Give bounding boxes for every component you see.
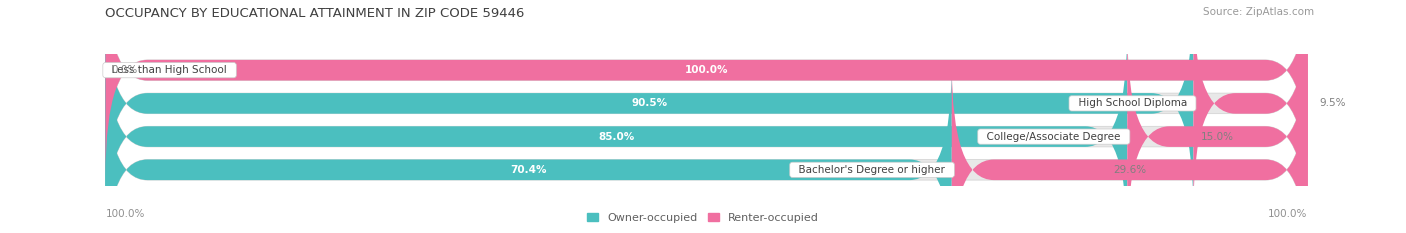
Text: 100.0%: 100.0% — [685, 65, 728, 75]
FancyBboxPatch shape — [1128, 31, 1308, 233]
FancyBboxPatch shape — [105, 64, 1308, 233]
Text: Source: ZipAtlas.com: Source: ZipAtlas.com — [1204, 7, 1315, 17]
Text: 100.0%: 100.0% — [105, 209, 145, 219]
Text: 100.0%: 100.0% — [1268, 209, 1308, 219]
FancyBboxPatch shape — [105, 0, 1308, 176]
Text: 90.5%: 90.5% — [631, 98, 668, 108]
FancyBboxPatch shape — [105, 0, 1194, 209]
Text: 70.4%: 70.4% — [510, 165, 547, 175]
FancyBboxPatch shape — [105, 31, 1308, 233]
Text: High School Diploma: High School Diploma — [1071, 98, 1194, 108]
FancyBboxPatch shape — [105, 0, 1308, 209]
Text: 0.0%: 0.0% — [111, 65, 138, 75]
FancyBboxPatch shape — [105, 31, 1128, 233]
Text: Bachelor's Degree or higher: Bachelor's Degree or higher — [793, 165, 952, 175]
Text: 85.0%: 85.0% — [598, 132, 634, 142]
Text: OCCUPANCY BY EDUCATIONAL ATTAINMENT IN ZIP CODE 59446: OCCUPANCY BY EDUCATIONAL ATTAINMENT IN Z… — [105, 7, 524, 20]
FancyBboxPatch shape — [952, 64, 1308, 233]
Text: 9.5%: 9.5% — [1320, 98, 1346, 108]
FancyBboxPatch shape — [1194, 0, 1308, 209]
Legend: Owner-occupied, Renter-occupied: Owner-occupied, Renter-occupied — [582, 209, 824, 227]
FancyBboxPatch shape — [105, 64, 952, 233]
Text: Less than High School: Less than High School — [105, 65, 233, 75]
Text: 15.0%: 15.0% — [1201, 132, 1234, 142]
FancyBboxPatch shape — [105, 0, 1308, 176]
Text: College/Associate Degree: College/Associate Degree — [980, 132, 1128, 142]
Text: 29.6%: 29.6% — [1114, 165, 1146, 175]
